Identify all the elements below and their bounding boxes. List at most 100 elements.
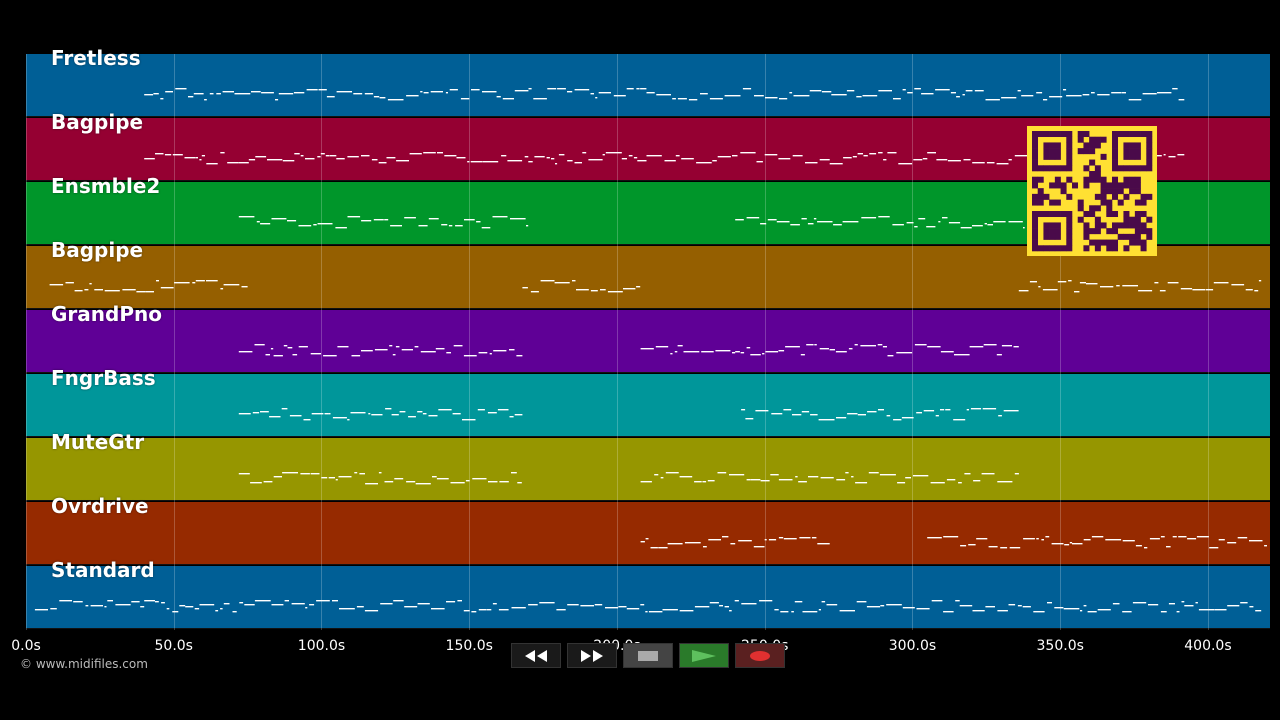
play-button[interactable]	[679, 643, 729, 668]
note	[1214, 609, 1227, 611]
note	[179, 605, 186, 607]
note	[404, 606, 418, 608]
note	[1144, 547, 1148, 549]
qr-module	[1049, 245, 1056, 252]
note	[839, 610, 855, 612]
note	[791, 611, 794, 613]
note	[1008, 604, 1016, 606]
note	[785, 346, 800, 348]
qr-module	[1072, 182, 1079, 189]
note	[846, 90, 855, 92]
note	[755, 410, 769, 412]
qr-module	[1100, 222, 1107, 229]
note	[857, 153, 863, 155]
rewind-button[interactable]	[511, 643, 561, 668]
note	[445, 92, 448, 94]
note	[192, 282, 196, 284]
note	[600, 289, 606, 291]
track-notes	[640, 536, 1267, 549]
qr-module	[1066, 131, 1073, 138]
note	[188, 96, 194, 98]
qr-module	[1094, 205, 1101, 212]
note	[471, 89, 480, 91]
qr-module	[1140, 199, 1147, 206]
note	[1014, 473, 1019, 475]
record-button[interactable]	[735, 643, 785, 668]
qr-module	[1106, 205, 1113, 212]
note	[674, 351, 678, 353]
note	[232, 611, 237, 613]
note	[645, 538, 649, 540]
note	[621, 158, 627, 160]
note	[510, 218, 526, 220]
note	[155, 601, 159, 603]
qr-module	[1134, 222, 1141, 229]
note	[959, 605, 973, 607]
note	[160, 98, 164, 100]
note	[209, 93, 214, 95]
note	[715, 350, 731, 352]
note	[477, 409, 485, 411]
qr-module	[1043, 148, 1050, 155]
note	[922, 158, 928, 160]
note	[987, 224, 993, 226]
note	[856, 96, 862, 98]
note	[607, 291, 623, 293]
note	[1072, 543, 1083, 545]
qr-module	[1037, 193, 1044, 200]
qr-module	[1089, 239, 1096, 246]
note	[1074, 291, 1080, 293]
note	[1172, 88, 1178, 90]
note	[414, 346, 419, 348]
qr-module	[1112, 211, 1119, 218]
qr-module	[1129, 131, 1136, 138]
note	[415, 483, 431, 485]
note	[955, 600, 960, 602]
note	[880, 605, 885, 607]
note	[220, 608, 223, 610]
note	[981, 473, 995, 475]
note	[547, 88, 557, 90]
note	[501, 155, 507, 157]
note	[996, 354, 1002, 356]
note	[851, 476, 854, 478]
qr-module	[1134, 228, 1141, 235]
qr-module	[1117, 165, 1124, 172]
note	[1142, 93, 1157, 95]
note	[497, 409, 509, 411]
qr-module	[1094, 171, 1101, 178]
note	[498, 609, 509, 611]
note	[946, 479, 956, 481]
note	[927, 152, 936, 154]
note	[940, 409, 945, 411]
qr-module	[1117, 131, 1124, 138]
qr-module	[1134, 176, 1141, 183]
note	[73, 601, 83, 603]
note	[1237, 537, 1248, 539]
stop-button[interactable]	[623, 643, 673, 668]
note	[1187, 538, 1197, 540]
note	[886, 415, 891, 417]
note	[528, 161, 533, 163]
note	[380, 603, 393, 605]
note	[1168, 603, 1175, 605]
note	[923, 410, 935, 412]
note	[724, 606, 729, 608]
note	[717, 156, 731, 158]
qr-module	[1066, 193, 1073, 200]
note	[282, 160, 295, 162]
note	[1255, 610, 1262, 612]
copyright-text: © www.midifiles.com	[20, 657, 148, 671]
track-notes	[238, 344, 1019, 357]
note	[914, 344, 927, 346]
qr-module	[1049, 165, 1056, 172]
note	[488, 481, 498, 483]
qr-code	[1027, 126, 1157, 256]
qr-module	[1112, 176, 1119, 183]
fast-forward-button[interactable]	[567, 643, 617, 668]
note	[65, 282, 74, 284]
qr-module	[1066, 148, 1073, 155]
track-lane: Bagpipe	[26, 238, 1270, 309]
note	[845, 472, 849, 474]
note	[817, 221, 833, 223]
